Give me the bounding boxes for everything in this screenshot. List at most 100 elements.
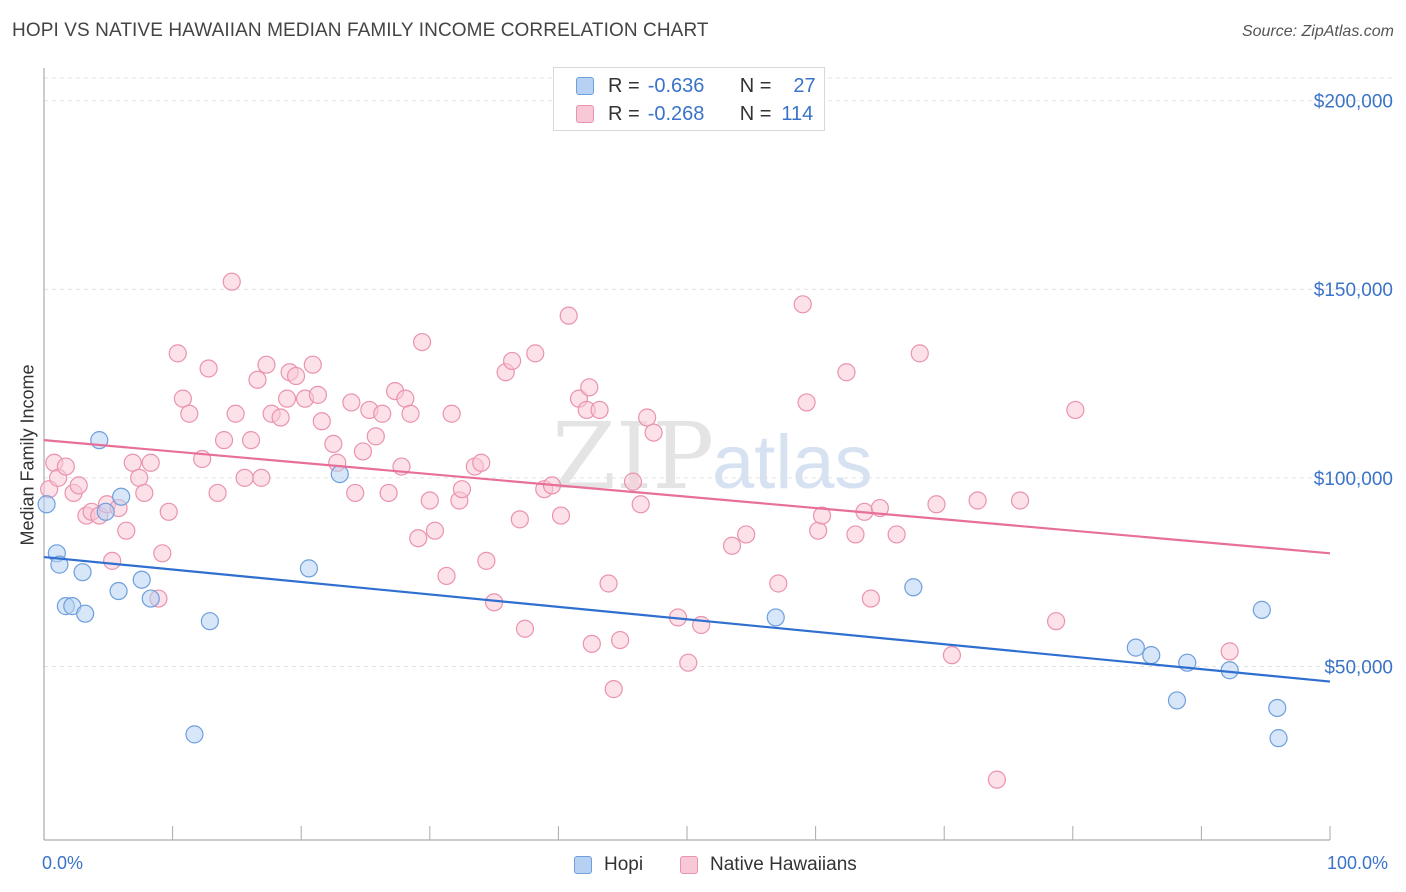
hopi-point (330, 464, 349, 484)
native-hawaiians-point (159, 502, 178, 521)
native-hawaiians-point (69, 476, 88, 495)
native-hawaiians-point (968, 491, 987, 510)
native-hawaiians-point (987, 770, 1007, 789)
native-hawaiians-point (168, 344, 187, 363)
native-hawaiians-point (214, 431, 234, 450)
hopi-swatch (576, 77, 594, 95)
legend-row-native-hawaiians: R = -0.268 N = 114 (576, 101, 813, 127)
hopi-point (96, 502, 115, 521)
native-hawaiians-point (837, 363, 856, 382)
native-hawaiians-points (40, 272, 1239, 789)
native-hawaiians-point (401, 404, 420, 423)
r-label: R = (608, 74, 640, 97)
n-label: N = (739, 74, 772, 97)
native-hawaiians-point (135, 483, 154, 503)
native-hawaiians-point (526, 344, 545, 363)
hopi-point (50, 555, 69, 574)
trend-lines (43, 439, 1331, 683)
native-hawaiians-point (582, 634, 601, 653)
native-hawaiians-point (472, 453, 491, 472)
native-hawaiians-point (303, 355, 322, 374)
native-hawaiians-point (722, 536, 742, 555)
native-hawaiians-point (199, 359, 218, 378)
native-hawaiians-point (437, 566, 456, 586)
native-hawaiians-point (559, 306, 578, 325)
native-hawaiians-point (580, 378, 599, 397)
native-hawaiians-point (503, 351, 522, 371)
source-label: Source: ZipAtlas.com (1241, 23, 1394, 40)
native-hawaiians-point (485, 593, 504, 612)
hopi-point (1126, 638, 1145, 657)
y-tick-label: $200,000 (1314, 92, 1393, 113)
native-hawaiians-point (927, 495, 946, 514)
hopi-n-value: 27 (793, 74, 816, 97)
native-hawaiians-point (797, 393, 816, 412)
native-hawaiians-point (769, 574, 788, 593)
native-hawaiians-n-value: 114 (781, 102, 814, 125)
native-hawaiians-point (56, 457, 75, 476)
native-hawaiians-point (252, 468, 271, 487)
native-hawaiians-point (623, 472, 643, 491)
hopi-point (1167, 691, 1187, 710)
native-hawaiians-point (420, 491, 439, 510)
native-hawaiians-point (551, 506, 571, 525)
native-hawaiians-point (346, 483, 365, 503)
hopi-point (37, 495, 56, 514)
native-hawaiians-point (208, 483, 227, 503)
hopi-swatch (574, 856, 592, 874)
native-hawaiians-point (793, 295, 812, 314)
native-hawaiians-point (277, 389, 297, 408)
y-tick-label: $100,000 (1314, 469, 1393, 490)
native-hawaiians-point (353, 442, 373, 461)
native-hawaiians-point (679, 653, 698, 672)
hopi-point (109, 581, 128, 601)
native-hawaiians-point (366, 427, 385, 446)
native-hawaiians-point (286, 366, 306, 386)
hopi-point (1268, 698, 1287, 718)
x-tick-label-max: 100.0% (1327, 853, 1389, 873)
native-hawaiians-point (123, 453, 142, 472)
hopi-r-value: -0.636 (647, 74, 705, 97)
hopi-point (73, 563, 92, 582)
native-hawaiians-point (248, 370, 267, 389)
native-hawaiians-point (910, 344, 929, 363)
native-hawaiians-point (241, 431, 261, 450)
watermark: ZIP atlas (552, 403, 873, 510)
native-hawaiians-point (631, 495, 650, 514)
native-hawaiians-point (324, 434, 343, 454)
native-hawaiians-point (812, 506, 832, 525)
watermark-zip: ZIP (552, 403, 714, 510)
legend-hopi-label: Hopi (604, 854, 644, 875)
native-hawaiians-point (271, 408, 290, 427)
native-hawaiians-point (442, 404, 461, 423)
native-hawaiians-point (379, 483, 398, 503)
native-hawaiians-point (117, 521, 136, 540)
y-tick-label: $50,000 (1324, 657, 1393, 678)
n-label: N = (739, 102, 772, 125)
native-hawaiians-swatch (680, 856, 698, 874)
native-hawaiians-point (308, 385, 328, 404)
native-hawaiians-point (425, 521, 445, 540)
hopi-point (112, 487, 131, 506)
r-label: R = (608, 102, 640, 125)
hopi-point (185, 725, 204, 744)
watermark-atlas: atlas (712, 420, 873, 505)
hopi-point (904, 578, 923, 597)
hopi-point (132, 570, 151, 589)
native-hawaiians-point (235, 468, 254, 487)
native-hawaiians-point (103, 551, 122, 570)
hopi-point (1269, 729, 1288, 748)
y-tick-label: $150,000 (1314, 280, 1393, 301)
native-hawaiians-point (1046, 612, 1066, 631)
native-hawaiians-point (611, 630, 630, 650)
native-hawaiians-point (644, 423, 663, 442)
correlation-legend: R = -0.636 N = 27 R = -0.268 N = 114 (553, 67, 825, 131)
hopi-point (766, 608, 785, 627)
native-hawaiians-point (153, 544, 172, 563)
legend-item-native-hawaiians[interactable]: Native Hawaiians (680, 852, 857, 878)
native-hawaiians-point (396, 389, 415, 408)
hopi-point (200, 612, 219, 631)
legend-row-hopi: R = -0.636 N = 27 (576, 73, 816, 99)
legend-item-hopi[interactable]: Hopi (574, 852, 643, 878)
